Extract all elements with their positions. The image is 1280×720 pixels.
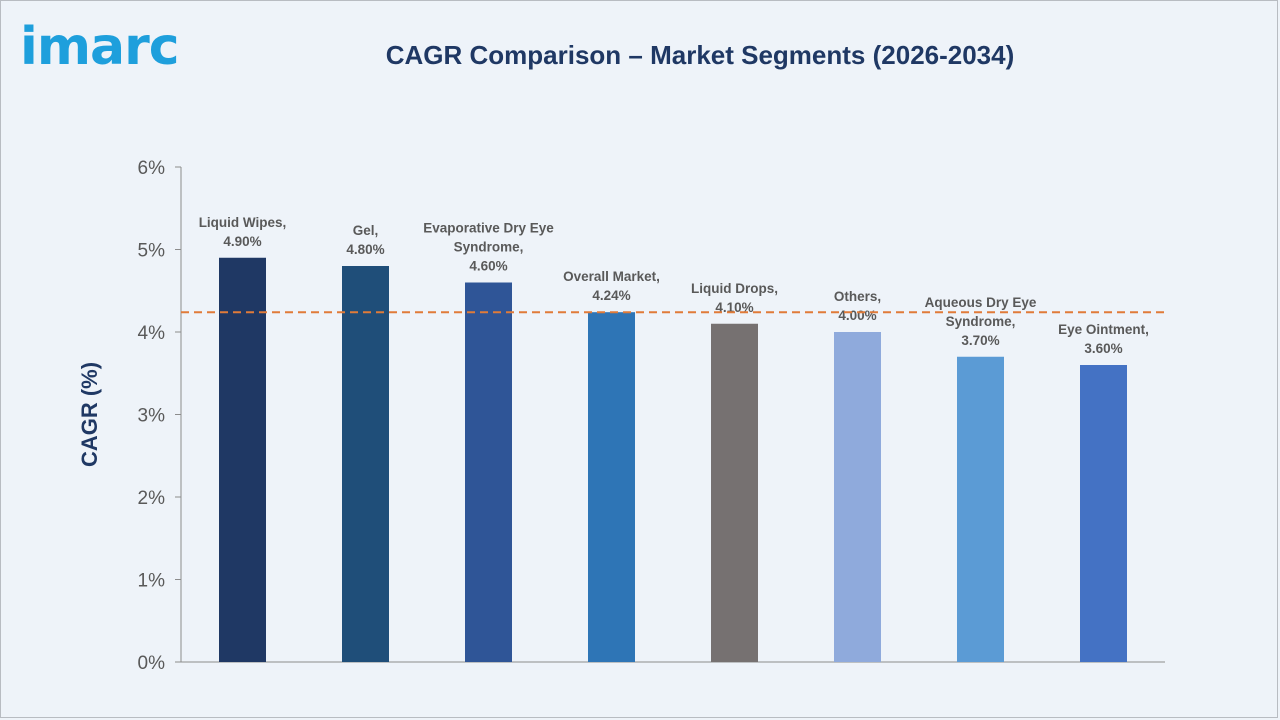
data-label: 3.70% (961, 333, 999, 348)
category-label: Aqueous Dry Eye (925, 295, 1037, 310)
data-label: 4.00% (838, 308, 876, 323)
bar-6 (957, 356, 1004, 662)
y-axis-label: CAGR (%) (77, 362, 102, 467)
y-tick-label: 0% (138, 653, 166, 674)
bar-1 (342, 266, 389, 662)
data-label: 4.80% (346, 242, 384, 257)
bar-2 (465, 282, 512, 662)
y-tick-label: 6% (138, 158, 166, 179)
chart-title: CAGR Comparison – Market Segments (2026-… (385, 40, 1015, 70)
category-label: Evaporative Dry Eye (423, 221, 554, 236)
bar-4 (711, 323, 758, 662)
y-tick-label: 3% (138, 406, 166, 427)
bar-3 (588, 312, 635, 662)
bar-0 (219, 257, 266, 662)
category-label: Overall Market, (563, 269, 660, 284)
data-label: 4.60% (469, 259, 507, 274)
y-tick-label: 4% (138, 323, 166, 344)
y-tick-label: 2% (138, 488, 166, 509)
y-tick-label: 1% (138, 571, 166, 592)
y-tick-label: 5% (138, 241, 166, 262)
category-label: Others, (834, 289, 881, 304)
bar-5 (834, 332, 881, 662)
category-label: Liquid Drops, (691, 281, 778, 296)
category-label: Syndrome, (946, 314, 1016, 329)
category-label: Liquid Wipes, (199, 215, 287, 230)
imarc-logo: imarc (20, 14, 210, 80)
category-label: Gel, (353, 223, 379, 238)
data-label: 4.10% (715, 300, 753, 315)
category-label: Eye Ointment, (1058, 322, 1149, 337)
logo-text: imarc (20, 17, 180, 77)
bar-7 (1080, 365, 1127, 662)
category-label: Syndrome, (454, 240, 524, 255)
data-label: 3.60% (1084, 341, 1122, 356)
data-label: 4.24% (592, 288, 630, 303)
data-label: 4.90% (223, 234, 261, 249)
